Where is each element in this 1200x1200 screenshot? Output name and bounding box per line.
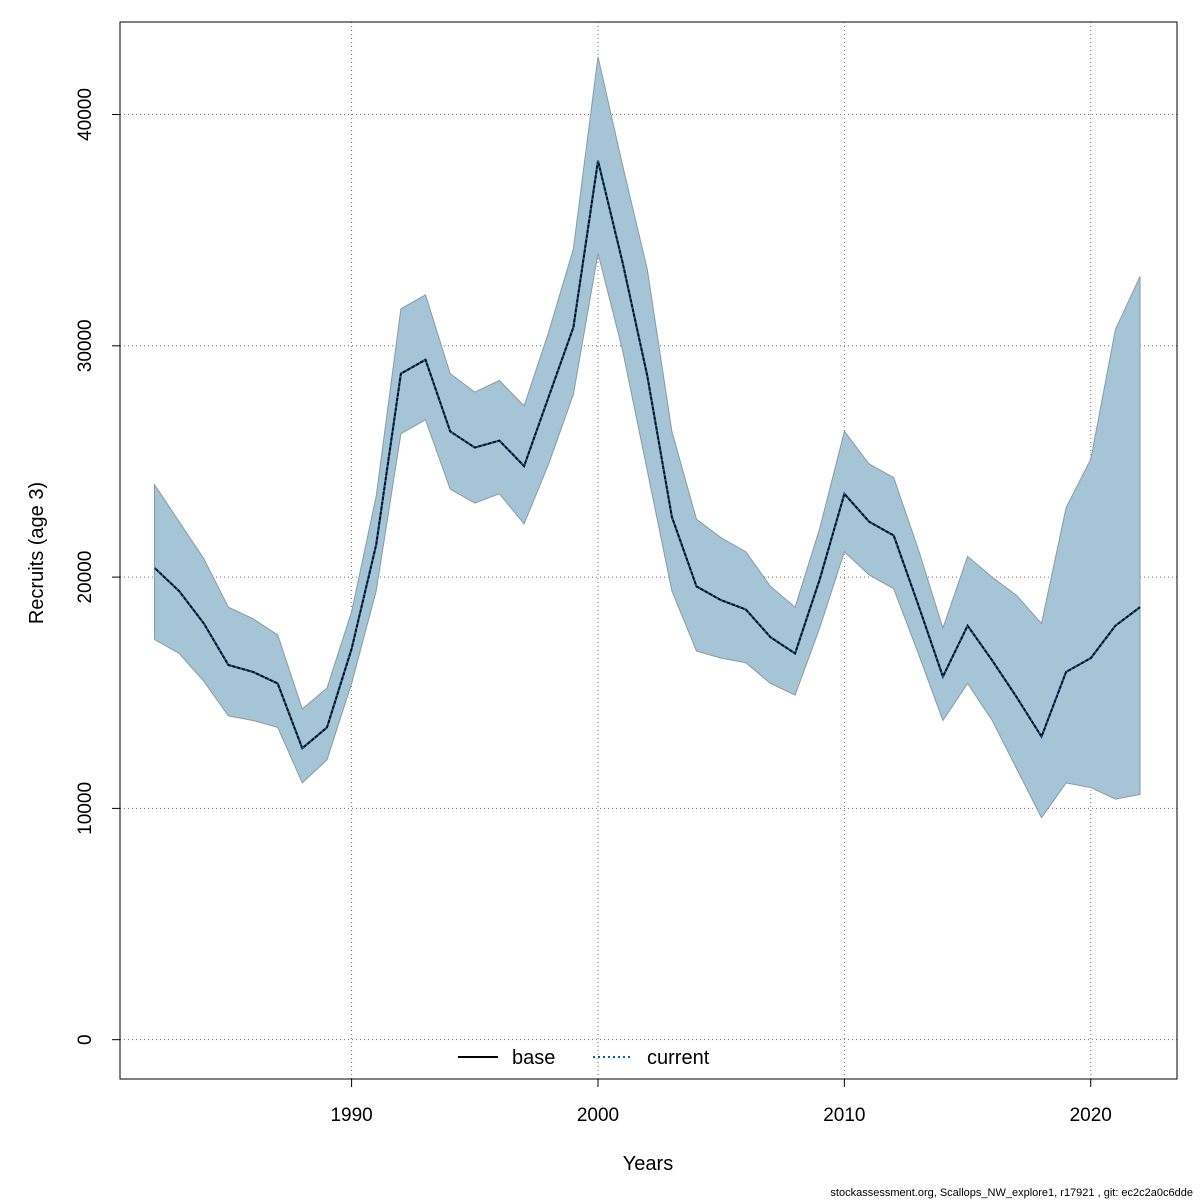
y-axis-title: Recruits (age 3) xyxy=(26,482,48,624)
legend-label-current: current xyxy=(647,1047,710,1069)
y-tick-label-40000: 40000 xyxy=(75,88,96,141)
confidence-band xyxy=(154,56,1141,819)
x-tick-label-1990: 1990 xyxy=(330,1105,372,1126)
y-tick-label-0: 0 xyxy=(75,1034,96,1045)
footer-credit: stockassessment.org, Scallops_NW_explore… xyxy=(830,1187,1193,1199)
x-axis-ticks: 1990 2000 2010 2020 xyxy=(330,1079,1112,1126)
y-axis-ticks: 0 10000 20000 30000 40000 xyxy=(75,88,120,1045)
y-tick-label-30000: 30000 xyxy=(75,319,96,372)
series-line-current xyxy=(153,160,1141,750)
x-tick-label-2010: 2010 xyxy=(823,1105,865,1126)
y-tick-label-20000: 20000 xyxy=(75,551,96,604)
legend-label-base: base xyxy=(512,1047,555,1069)
y-tick-label-10000: 10000 xyxy=(75,782,96,835)
x-tick-label-2020: 2020 xyxy=(1070,1105,1112,1126)
x-tick-label-2000: 2000 xyxy=(577,1105,619,1126)
legend: base current xyxy=(458,1047,710,1069)
plot-frame xyxy=(119,21,1178,1080)
x-axis-title: Years xyxy=(623,1153,673,1175)
